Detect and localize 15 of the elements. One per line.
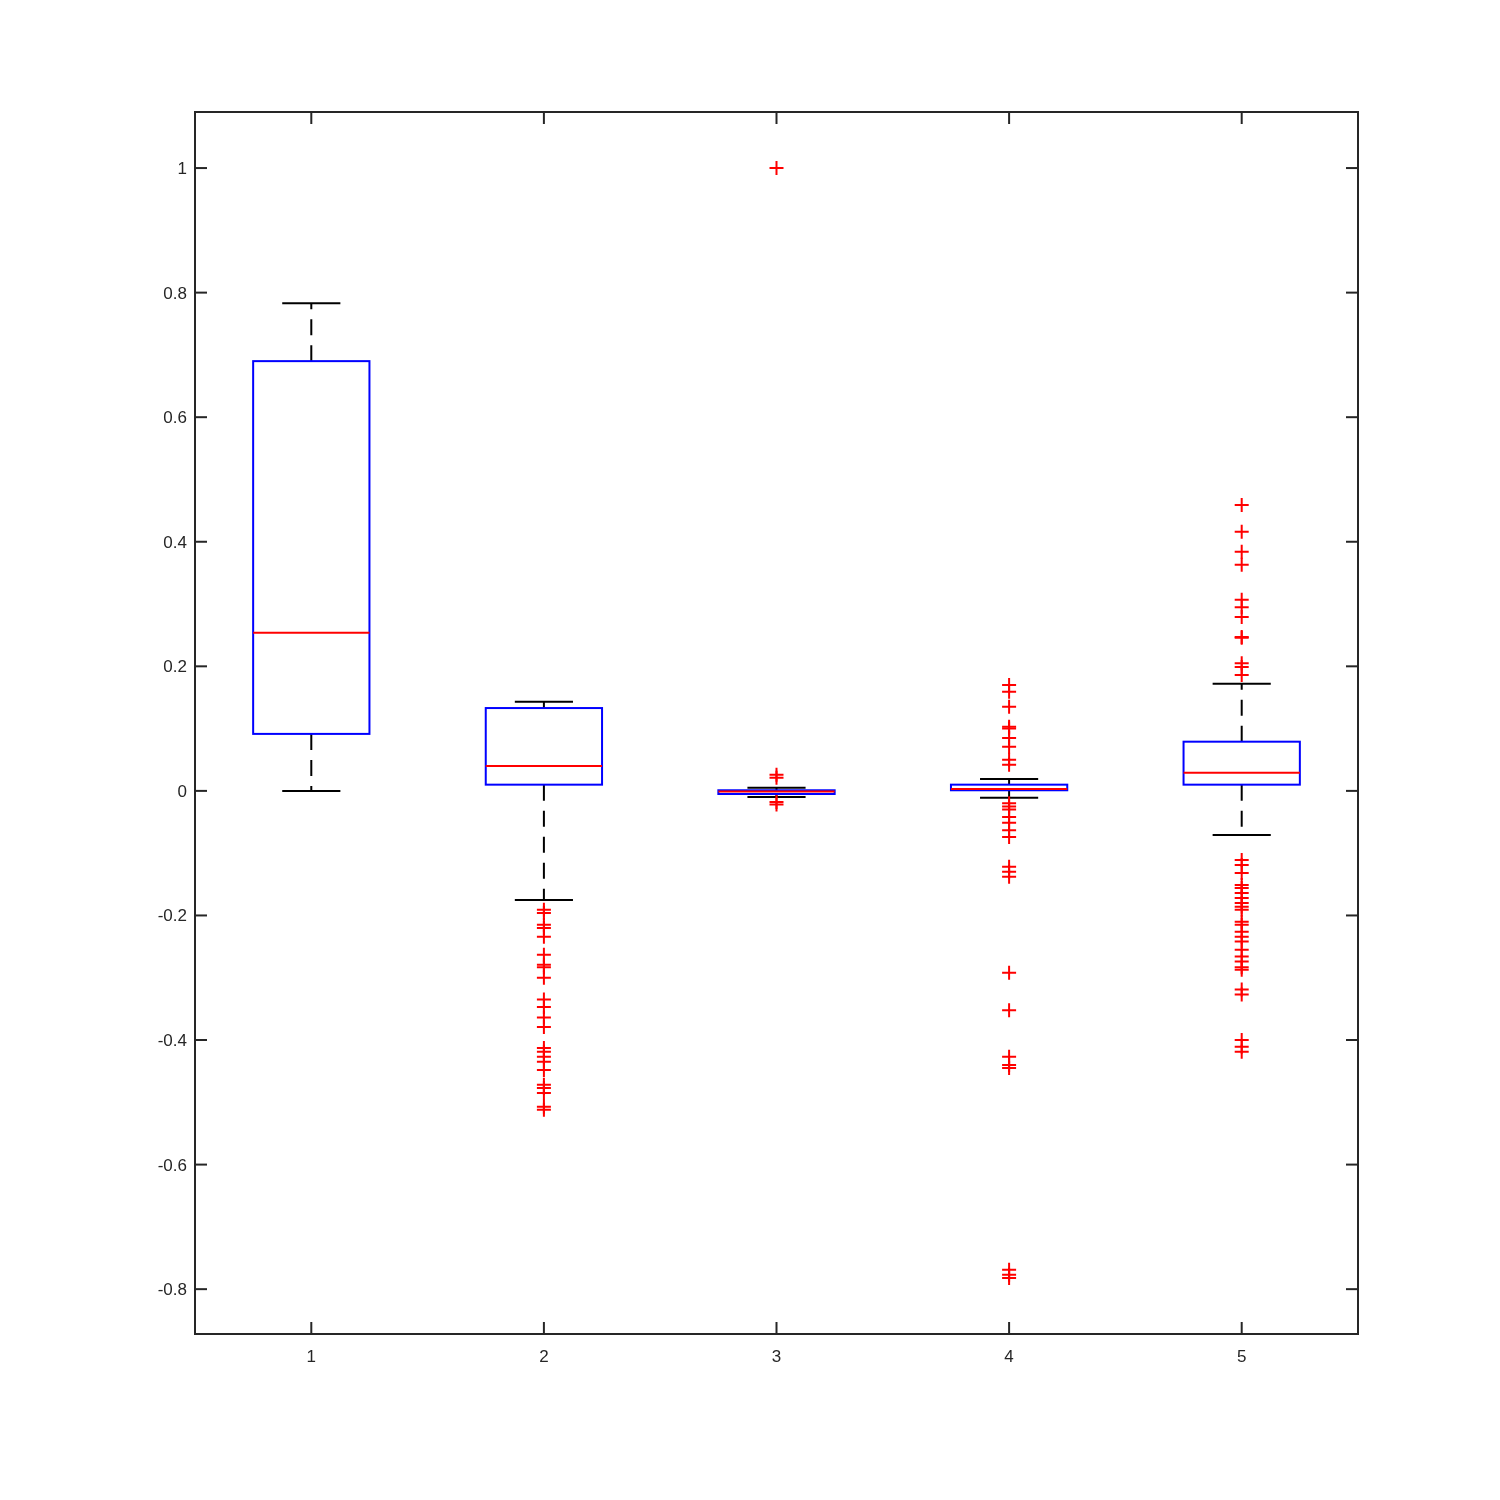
x-tick-label: 5 — [1236, 1347, 1247, 1366]
y-tick-label: 0.6 — [163, 408, 187, 428]
y-tick-label: 0.4 — [163, 532, 187, 552]
y-tick-label: -0.4 — [157, 1030, 187, 1050]
y-tick-label: 0.2 — [163, 657, 187, 677]
x-tick-label: 4 — [1004, 1347, 1014, 1366]
y-tick-label: -0.6 — [157, 1155, 187, 1175]
x-tick-label: 2 — [539, 1347, 549, 1366]
y-tick-label: 1 — [177, 159, 187, 179]
y-tick-label: 0 — [177, 781, 187, 801]
y-tick-label: 0.8 — [163, 283, 187, 303]
x-tick-label: 1 — [306, 1347, 317, 1366]
x-tick-label: 3 — [771, 1347, 782, 1366]
y-tick-label: -0.8 — [157, 1280, 187, 1300]
y-tick-label: -0.2 — [157, 906, 187, 926]
